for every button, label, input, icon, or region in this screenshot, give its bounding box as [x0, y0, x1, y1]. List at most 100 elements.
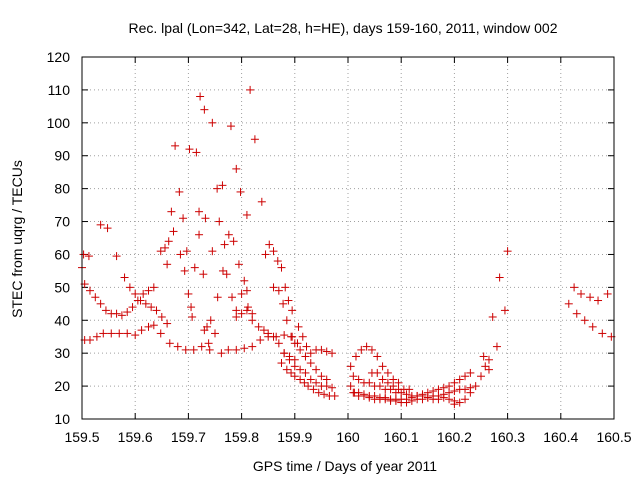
data-point [322, 347, 331, 356]
data-point [492, 342, 501, 351]
data-point [370, 391, 379, 400]
data-point [405, 385, 414, 394]
data-point [500, 306, 509, 315]
data-point [96, 220, 105, 229]
data-point [301, 352, 310, 361]
data-point [220, 240, 229, 249]
data-point [125, 283, 134, 292]
data-point [218, 266, 227, 275]
data-point [287, 368, 296, 377]
data-point [246, 85, 255, 94]
data-point [423, 388, 432, 397]
data-point [309, 385, 318, 394]
data-point [298, 332, 307, 341]
data-point [144, 286, 153, 295]
data-point [92, 332, 101, 341]
data-point [461, 372, 470, 381]
y-axis-label: STEC from uqrg / TECUs [9, 160, 25, 318]
data-point [455, 398, 464, 407]
data-point [213, 184, 222, 193]
data-point [188, 312, 197, 321]
data-point [570, 283, 579, 292]
data-point [407, 393, 416, 402]
data-point [304, 382, 313, 391]
data-point [215, 217, 224, 226]
data-point [180, 266, 189, 275]
data-point [572, 309, 581, 318]
data-point [346, 362, 355, 371]
data-point [296, 345, 305, 354]
data-point [269, 247, 278, 256]
data-point [306, 349, 315, 358]
data-point [257, 197, 266, 206]
data-point [171, 141, 180, 150]
data-point [317, 345, 326, 354]
data-point [229, 237, 238, 246]
data-point [96, 299, 105, 308]
data-point [277, 359, 286, 368]
axis-ticks: 159.5 159.6 159.7 159.8 159.9 160 160.1 160.2 16… [47, 49, 632, 445]
data-point [99, 329, 108, 338]
data-point [413, 391, 422, 400]
data-point [450, 400, 459, 409]
data-point [131, 289, 140, 298]
x-axis-label: GPS time / Days of year 2011 [253, 458, 437, 474]
data-point [103, 224, 112, 233]
chart-title: Rec. lpal (Lon=342, Lat=28, h=HE), days … [129, 20, 558, 36]
data-point [455, 375, 464, 384]
data-point [117, 311, 126, 320]
data-point [294, 322, 303, 331]
data-point [185, 145, 194, 154]
data-point [196, 92, 205, 101]
x-tick-label: 160.5 [596, 429, 631, 445]
data-point [147, 303, 156, 312]
data-point [439, 383, 448, 392]
data-point [378, 375, 387, 384]
data-point [152, 306, 161, 315]
data-point [123, 308, 132, 317]
y-tick-label: 100 [47, 115, 71, 131]
data-point [373, 368, 382, 377]
data-point [484, 355, 493, 364]
data-point [211, 329, 219, 338]
x-tick-label: 160.1 [384, 429, 419, 445]
data-point [259, 326, 268, 335]
data-point [175, 187, 184, 196]
data-point [226, 122, 235, 131]
data-point [603, 289, 612, 298]
y-tick-label: 10 [54, 411, 70, 427]
data-point [112, 309, 121, 318]
data-point [242, 286, 251, 295]
data-point [279, 299, 288, 308]
x-tick-label: 159.6 [118, 429, 153, 445]
data-point [439, 393, 448, 402]
data-point [265, 240, 274, 249]
data-point [349, 372, 358, 381]
data-point [429, 387, 438, 396]
data-point [274, 339, 283, 348]
x-tick-label: 160.2 [437, 429, 472, 445]
data-point [256, 336, 265, 345]
data-point [300, 378, 309, 387]
data-point [580, 316, 589, 325]
data-point [282, 365, 291, 374]
data-point [461, 385, 470, 394]
data-point [163, 260, 172, 269]
data-point [128, 303, 137, 312]
data-point [471, 382, 480, 391]
data-point [195, 207, 204, 216]
data-point [248, 342, 257, 351]
data-point [375, 382, 384, 391]
data-points [78, 85, 616, 409]
data-point [479, 352, 488, 361]
data-point [481, 362, 490, 371]
data-point [598, 329, 607, 338]
data-point [488, 312, 497, 321]
data-point [157, 312, 166, 321]
data-point [351, 352, 360, 361]
data-point [139, 289, 148, 298]
data-point [354, 375, 363, 384]
data-point [79, 250, 88, 259]
data-point [181, 345, 190, 354]
